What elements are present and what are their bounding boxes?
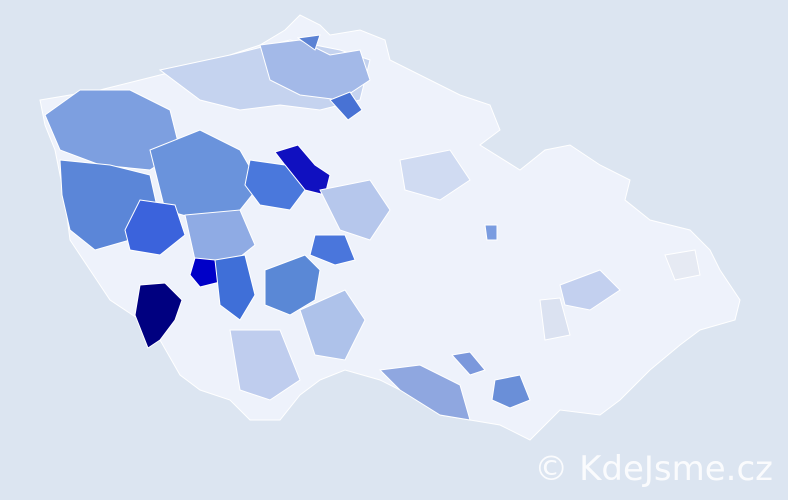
district (299, 289, 366, 361)
district (214, 254, 256, 321)
district (539, 297, 571, 341)
district (296, 34, 321, 51)
district (664, 249, 701, 281)
district (244, 159, 306, 211)
district (319, 179, 391, 241)
watermark: © KdeJsme.cz (534, 449, 773, 489)
district (484, 224, 498, 241)
district (229, 329, 301, 401)
district (264, 254, 321, 316)
district (329, 91, 363, 121)
district (451, 351, 486, 376)
district (309, 234, 356, 266)
district (189, 257, 221, 288)
district (378, 364, 471, 421)
district (559, 269, 621, 311)
district (124, 199, 186, 256)
district (399, 149, 471, 201)
district (134, 282, 183, 349)
district (491, 374, 531, 409)
